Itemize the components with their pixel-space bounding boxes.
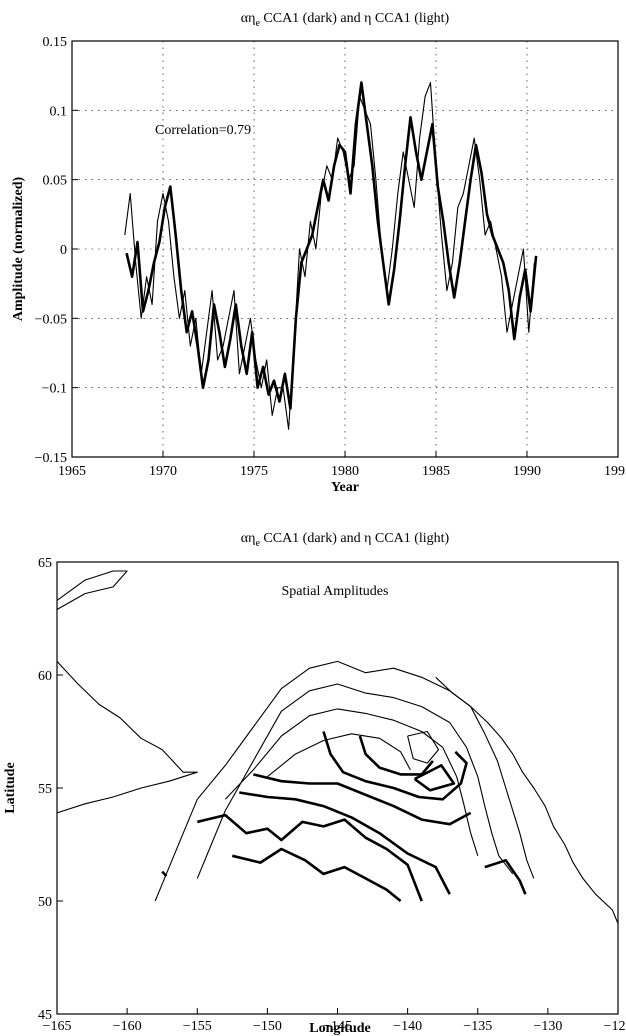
time-series-y-tick-label: 0 [60,243,67,258]
dark-contour-line [161,870,168,877]
light-series-line [124,82,535,430]
spatial-map-y-ticks: 65 60 55 50 45 [38,556,63,1023]
spatial-amplitudes-annotation: Spatial Amplitudes [282,584,389,599]
spatial-map-x-axis-label: Longitude [309,1021,370,1036]
time-series-lines [124,81,538,430]
time-series-plot-frame [71,40,619,458]
time-series-y-tick-label: 0.15 [43,35,68,50]
spatial-map-x-tick-label: −130 [533,1019,562,1034]
spatial-map-title: αηe CCA1 (dark) and η CCA1 (light) [241,531,450,549]
spatial-map-y-tick-label: 60 [38,669,52,684]
dark-contour-line [252,773,472,826]
spatial-map-x-tick-label: −145 [323,1019,352,1034]
time-series-y-tick-label: 0.1 [50,104,68,119]
spatial-map-y-axis-label: Latitude [3,762,18,813]
time-series-title: αηe CCA1 (dark) and η CCA1 (light) [241,11,450,29]
time-series-y-tick-label: −0.15 [35,451,67,466]
spatial-map-y-tick-label: 45 [38,1008,52,1023]
time-series-y-ticks: 0.15 0.1 0.05 0 −0.05 −0.1 −0.15 [35,35,78,466]
light-contour-line [154,660,535,902]
dark-contour-line [358,735,434,776]
time-series-grid [72,41,618,457]
dark-contour-line [231,847,402,903]
contour-lines [154,660,535,903]
time-series-x-axis-label: Year [331,480,359,495]
light-contour-line [224,708,479,856]
spatial-map-chart: αηe CCA1 (dark) and η CCA1 (light) 65 60 5… [3,531,626,1036]
spatial-map-x-tick-label: −150 [253,1019,282,1034]
time-series-y-tick-label: −0.1 [42,382,67,397]
light-contour-line [196,683,514,879]
spatial-map-x-tick-label: −165 [43,1019,72,1034]
dark-contour-line [239,791,451,895]
time-series-y-axis-label: Amplitude (normalized) [11,177,26,322]
light-contour-line [267,733,411,778]
spatial-map-x-tick-label: −160 [113,1019,142,1034]
time-series-chart: αηe CCA1 (dark) and η CCA1 (light) 0.150… [11,11,626,495]
time-series-x-tick-label: 1995 [604,464,626,479]
spatial-map-x-tick-label: −125 [604,1019,626,1034]
dark-contour-line [196,813,423,902]
time-series-x-tick-label: 1980 [331,464,359,479]
time-series-x-tick-label: 1985 [422,464,450,479]
light-contour-line [407,730,440,764]
correlation-annotation: Correlation=0.79 [155,123,251,138]
coastlines [56,570,619,924]
spatial-map-x-tick-label: −140 [393,1019,422,1034]
coastline [56,661,198,814]
dark-contour-line [322,731,468,801]
spatial-map-y-tick-label: 55 [38,782,52,797]
dark-contour-line [484,859,527,895]
spatial-map-x-tick-label: −135 [463,1019,492,1034]
spatial-map-x-tick-label: −155 [183,1019,212,1034]
spatial-map-x-ticks: −165 −160 −155 −150 −145 −140 −135 −130 −125 [43,1008,626,1034]
time-series-y-tick-label: 0.05 [43,174,68,189]
spatial-map-y-tick-label: 50 [38,895,52,910]
coastline [56,570,128,610]
dark-series-line [125,81,538,410]
time-series-x-tick-label: 1990 [513,464,541,479]
dark-contour-line [413,764,456,792]
spatial-map-y-tick-label: 65 [38,556,52,571]
time-series-x-tick-label: 1965 [58,464,86,479]
time-series-x-ticks: 1965 1970 1975 1980 1985 1990 1995 [58,451,626,479]
coastline [435,676,619,924]
time-series-x-tick-label: 1970 [149,464,177,479]
time-series-x-tick-label: 1975 [240,464,268,479]
time-series-y-tick-label: −0.05 [35,312,67,327]
spatial-map-plot-frame [56,561,619,1015]
